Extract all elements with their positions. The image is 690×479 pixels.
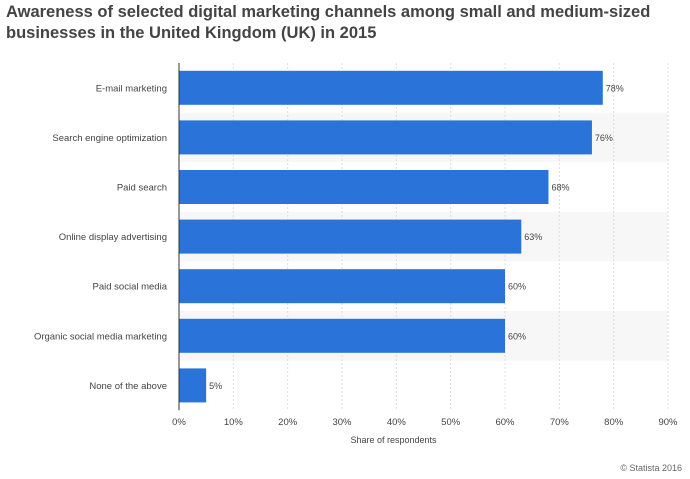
x-tick-label: 10% — [224, 417, 244, 428]
value-label: 68% — [551, 183, 569, 193]
category-labels: E-mail marketing Search engine optimizati… — [34, 83, 168, 392]
value-label: 63% — [524, 232, 542, 242]
x-tick-label: 20% — [278, 417, 298, 428]
value-label: 76% — [595, 133, 613, 143]
copyright-notice: © Statista 2016 — [620, 463, 682, 473]
category-label: Paid social media — [93, 282, 168, 293]
category-label: Organic social media marketing — [34, 331, 167, 342]
category-label: Search engine optimization — [52, 133, 167, 144]
category-label: Paid search — [117, 183, 167, 194]
bar[interactable] — [179, 170, 549, 204]
x-tick-label: 60% — [495, 417, 515, 428]
chart-title: Awareness of selected digital marketing … — [6, 2, 676, 44]
x-tick-label: 0% — [172, 417, 186, 428]
category-label: Online display advertising — [59, 232, 167, 243]
value-label: 5% — [209, 381, 222, 391]
value-label: 60% — [508, 331, 526, 341]
bar[interactable] — [179, 120, 592, 155]
bar[interactable] — [179, 368, 207, 403]
bar[interactable] — [179, 70, 603, 105]
bars — [179, 70, 603, 403]
value-label: 78% — [606, 83, 624, 93]
x-tick-label: 90% — [658, 417, 678, 428]
category-label: None of the above — [89, 381, 167, 392]
value-labels: 78% 76% 68% 63% 60% 60% 5% — [209, 83, 624, 391]
chart-title-line-2: businesses in the United Kingdom (UK) in… — [6, 24, 377, 42]
value-label: 60% — [508, 282, 526, 292]
bar[interactable] — [179, 269, 505, 304]
x-tick-labels: 0% 10% 20% 30% 40% 50% 60% 70% 80% 90% — [172, 417, 678, 428]
x-tick-label: 30% — [332, 417, 352, 428]
bar[interactable] — [179, 318, 505, 353]
x-axis-title: Share of respondents — [350, 435, 437, 445]
category-label: E-mail marketing — [96, 83, 167, 94]
x-tick-label: 70% — [550, 417, 570, 428]
bar[interactable] — [179, 219, 522, 254]
chart-title-line-1: Awareness of selected digital marketing … — [6, 3, 651, 21]
x-tick-label: 40% — [387, 417, 407, 428]
x-tick-label: 50% — [441, 417, 461, 428]
x-tick-label: 80% — [604, 417, 624, 428]
